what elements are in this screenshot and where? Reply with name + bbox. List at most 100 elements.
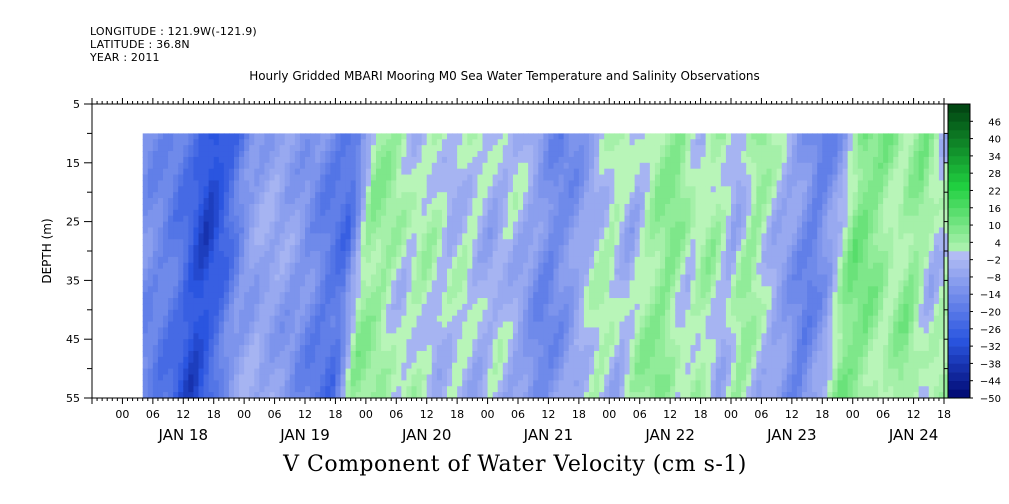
heatmap-cell [639,133,646,140]
heatmap-cell [507,203,514,211]
heatmap-cell [355,292,362,299]
heatmap-cell [223,303,230,311]
heatmap-cell [386,156,392,164]
heatmap-cell [289,227,296,234]
heatmap-cell [376,368,382,376]
heatmap-cell [228,362,235,370]
heatmap-cell [578,245,585,252]
heatmap-cell [239,327,245,334]
heatmap-cell [284,180,291,187]
heatmap-cell [467,133,473,140]
heatmap-cell [665,280,671,287]
heatmap-cell [360,180,367,187]
heatmap-cell [396,292,402,299]
heatmap-cell [244,151,250,158]
heatmap-cell [299,215,306,223]
heatmap-cell [315,303,321,311]
heatmap-cell [163,386,169,393]
heatmap-cell [538,303,544,311]
heatmap-cell [589,180,595,187]
heatmap-cell [548,186,555,193]
heatmap-cell [223,256,230,264]
heatmap-cell [675,380,681,387]
heatmap-cell [533,198,539,205]
heatmap-cell [528,374,534,381]
heatmap-cell [421,386,428,393]
heatmap-cell [178,139,184,146]
heatmap-cell [376,168,382,176]
heatmap-cell [340,374,347,381]
heatmap-cell [654,233,661,240]
heatmap-cell [512,368,519,376]
heatmap-cell [695,268,702,276]
heatmap-cell [249,292,255,299]
heatmap-cell [467,280,473,287]
heatmap-cell [259,274,266,281]
heatmap-cell [614,292,621,299]
heatmap-cell [528,156,534,164]
heatmap-cell [173,186,179,193]
heatmap-cell [670,192,676,199]
heatmap-cell [355,192,362,199]
heatmap-cell [401,256,408,264]
heatmap-cell [234,180,240,187]
heatmap-cell [568,292,575,299]
heatmap-cell [183,227,189,234]
heatmap-cell [218,209,225,217]
heatmap-cell [690,168,697,176]
heatmap-cell [675,386,681,393]
heatmap-cell [558,374,565,381]
heatmap-cell [142,245,149,252]
heatmap-cell [426,209,433,217]
heatmap-cell [360,345,367,352]
heatmap-cell [568,192,575,199]
heatmap-cell [173,215,179,223]
heatmap-cell [157,356,164,364]
heatmap-cell [350,333,357,340]
heatmap-cell [315,309,321,317]
heatmap-cell [599,274,605,281]
heatmap-cell [553,251,560,258]
heatmap-cell [543,374,550,381]
heatmap-cell [213,221,220,229]
heatmap-cell [152,156,159,164]
heatmap-cell [381,274,387,281]
heatmap-cell [376,392,382,399]
heatmap-cell [487,386,494,393]
heatmap-cell [178,221,184,229]
heatmap-cell [447,386,453,393]
heatmap-cell [365,233,372,240]
heatmap-cell [467,262,473,270]
heatmap-cell [279,215,286,223]
heatmap-cell [198,156,205,164]
heatmap-cell [335,151,342,158]
heatmap-cell [507,221,514,229]
heatmap-cell [178,333,184,340]
heatmap-cell [193,192,200,199]
heatmap-cell [340,292,347,299]
heatmap-cell [147,233,154,240]
heatmap-cell [406,356,413,364]
heatmap-cell [178,280,184,287]
heatmap-cell [330,151,337,158]
heatmap-cell [452,321,458,329]
heatmap-cell [168,350,174,358]
heatmap-cell [360,174,367,182]
heatmap-cell [426,192,433,199]
heatmap-cell [269,368,276,376]
heatmap-cell [239,303,245,311]
heatmap-cell [467,151,473,158]
heatmap-cell [599,145,605,152]
heatmap-cell [578,168,585,176]
heatmap-cell [330,245,337,252]
heatmap-cell [523,368,529,376]
heatmap-cell [406,286,413,293]
heatmap-cell [614,251,621,258]
heatmap-cell [168,151,174,158]
heatmap-cell [675,192,681,199]
heatmap-cell [447,186,453,193]
heatmap-cell [609,280,615,287]
heatmap-cell [198,274,205,281]
heatmap-cell [264,203,271,211]
heatmap-cell [168,327,174,334]
